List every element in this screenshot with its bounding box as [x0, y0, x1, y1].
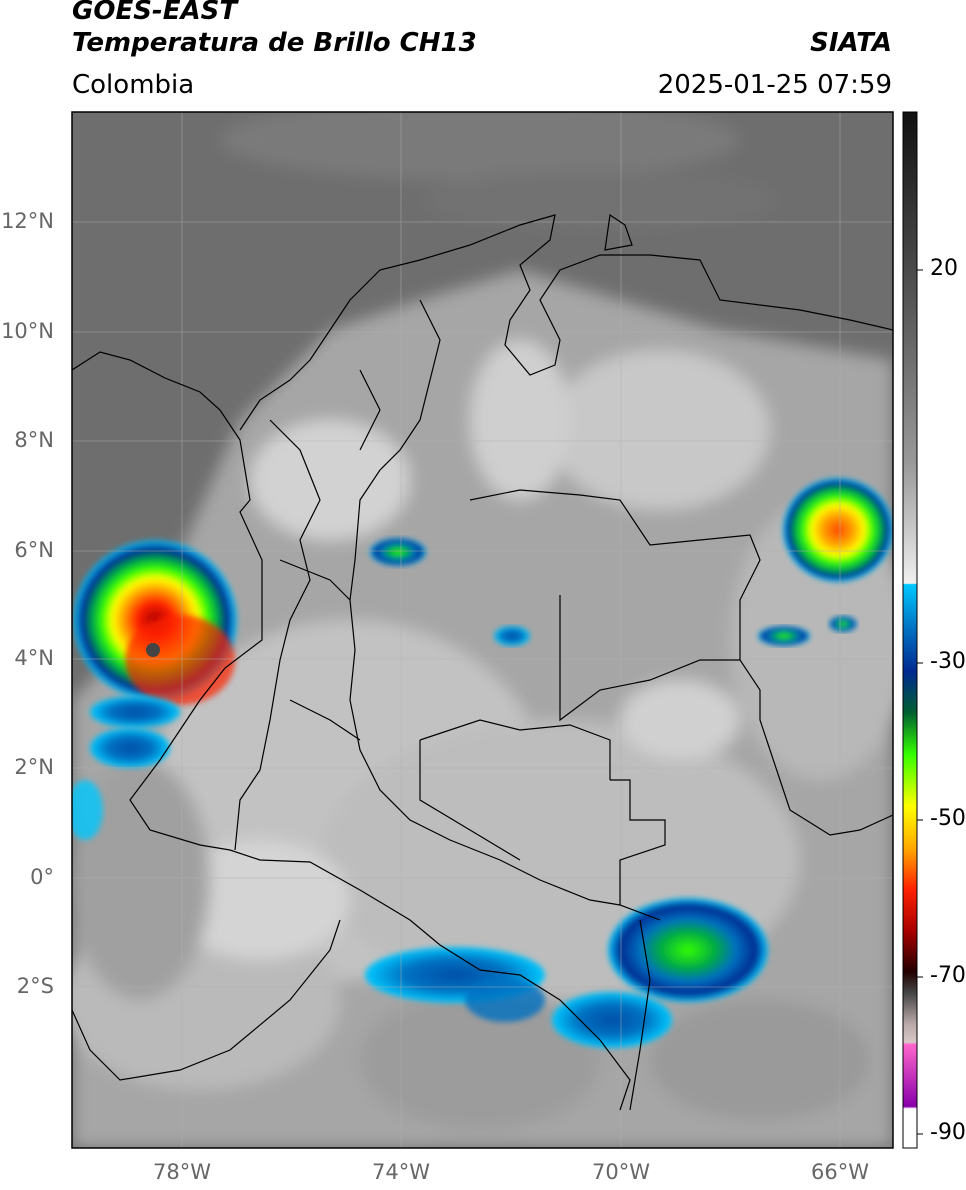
colorbar-tick-minus30: -30: [930, 649, 966, 674]
lat-label-8n: 8°N: [14, 428, 54, 452]
colorbar-tick-minus90: -90: [930, 1120, 966, 1145]
datetime-label: 2025-01-25 07:59: [657, 70, 892, 100]
map-frame: [71, 111, 894, 1149]
product-title: Temperatura de Brillo CH13: [72, 28, 477, 58]
peru-storm: [72, 780, 545, 1022]
colorbar-tick-20: 20: [930, 256, 958, 281]
lat-label-10n: 10°N: [1, 319, 54, 343]
colorbar: [902, 111, 923, 1149]
region-label: Colombia: [72, 70, 195, 100]
lat-label-2s: 2°S: [16, 974, 54, 998]
pacific-storm: [73, 540, 237, 768]
colorbar-tick-minus50: -50: [930, 806, 966, 831]
lat-label-4n: 4°N: [14, 646, 54, 670]
agency-label: SIATA: [810, 28, 892, 58]
lat-label-6n: 6°N: [14, 538, 54, 562]
lat-label-12n: 12°N: [1, 209, 54, 233]
graticule: [72, 112, 893, 1148]
satellite-title: GOES-EAST: [72, 0, 238, 26]
lon-label-66w: 66°W: [811, 1160, 869, 1184]
lon-label-78w: 78°W: [153, 1160, 211, 1184]
andes-storm: [370, 538, 530, 646]
lon-label-70w: 70°W: [592, 1160, 650, 1184]
lat-label-2n: 2°N: [14, 755, 54, 779]
colorbar-tick-minus70: -70: [930, 963, 966, 988]
lat-label-0: 0°: [30, 865, 54, 889]
venezuela-storm: [758, 478, 893, 646]
boundaries: [72, 213, 893, 1111]
map-area: [72, 112, 893, 1148]
lon-label-74w: 74°W: [372, 1160, 430, 1184]
